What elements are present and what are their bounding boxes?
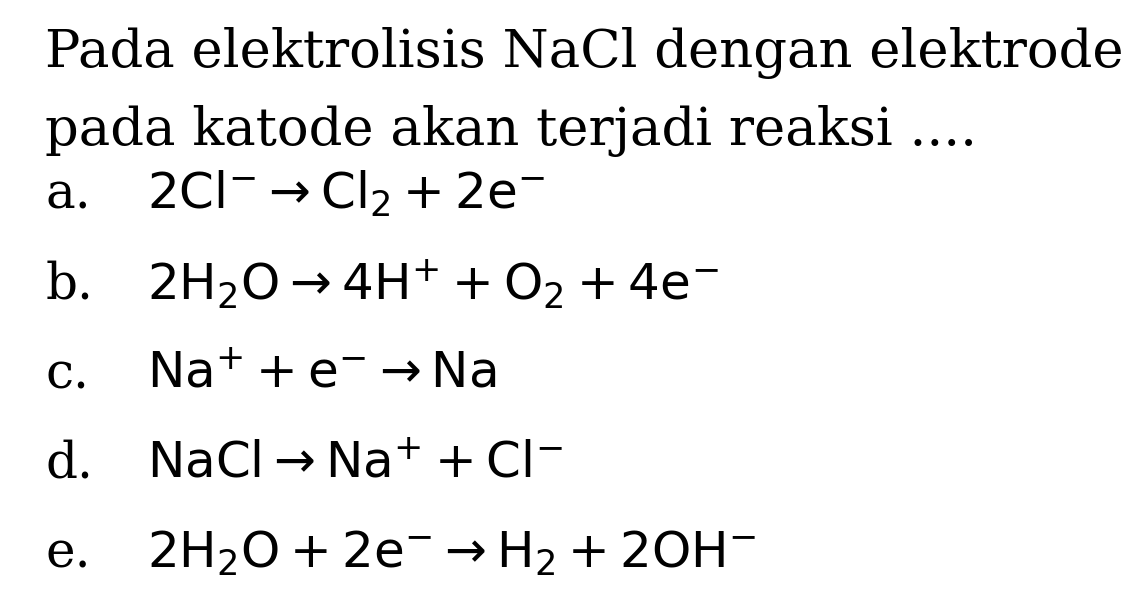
Text: $2\mathrm{H}_{2}\mathrm{O} + 2\mathrm{e}^{-} \rightarrow \mathrm{H}_{2} + 2\math: $2\mathrm{H}_{2}\mathrm{O} + 2\mathrm{e}… bbox=[147, 530, 757, 579]
Text: b.: b. bbox=[45, 260, 93, 309]
Text: a.: a. bbox=[45, 170, 90, 219]
Text: e.: e. bbox=[45, 530, 90, 579]
Text: $\mathrm{NaCl} \rightarrow \mathrm{Na}^{+} + \mathrm{Cl}^{-}$: $\mathrm{NaCl} \rightarrow \mathrm{Na}^{… bbox=[147, 440, 563, 489]
Text: d.: d. bbox=[45, 440, 93, 489]
Text: Pada elektrolisis NaCl dengan elektrode Pt,: Pada elektrolisis NaCl dengan elektrode … bbox=[45, 27, 1131, 79]
Text: c.: c. bbox=[45, 350, 89, 399]
Text: $2\mathrm{H}_{2}\mathrm{O} \rightarrow 4\mathrm{H}^{+} + \mathrm{O}_{2} + 4\math: $2\mathrm{H}_{2}\mathrm{O} \rightarrow 4… bbox=[147, 258, 718, 311]
Text: pada katode akan terjadi reaksi ....: pada katode akan terjadi reaksi .... bbox=[45, 105, 977, 157]
Text: $\mathrm{Na}^{+} + \mathrm{e}^{-} \rightarrow \mathrm{Na}$: $\mathrm{Na}^{+} + \mathrm{e}^{-} \right… bbox=[147, 350, 497, 399]
Text: $2\mathrm{Cl}^{-} \rightarrow \mathrm{Cl}_{2} + 2\mathrm{e}^{-}$: $2\mathrm{Cl}^{-} \rightarrow \mathrm{Cl… bbox=[147, 170, 545, 220]
